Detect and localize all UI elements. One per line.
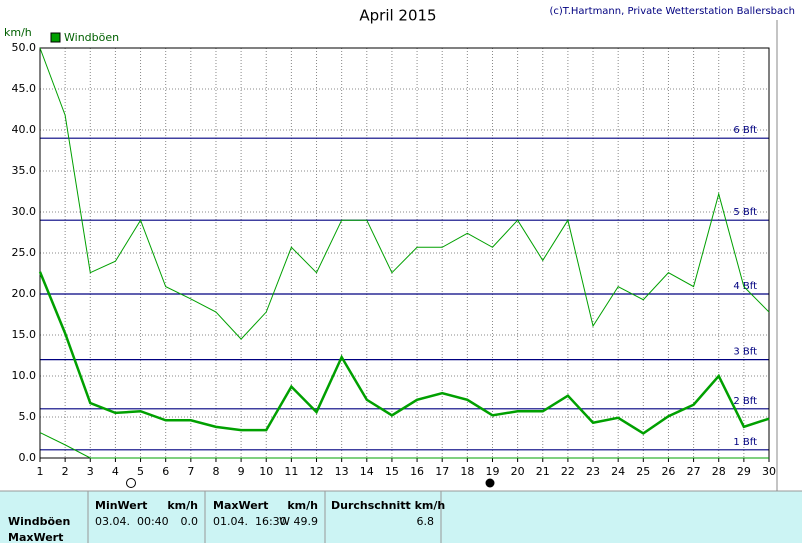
y-tick-label: 0.0: [19, 451, 37, 464]
x-tick-label: 2: [62, 465, 69, 478]
x-tick-label: 27: [687, 465, 701, 478]
x-tick-label: 3: [87, 465, 94, 478]
table-header: km/h: [167, 499, 198, 512]
y-tick-label: 20.0: [12, 287, 37, 300]
x-tick-label: 9: [238, 465, 245, 478]
table-header: Durchschnitt km/h: [331, 499, 445, 512]
x-tick-label: 5: [137, 465, 144, 478]
x-tick-label: 17: [435, 465, 449, 478]
credit: (c)T.Hartmann, Private Wetterstation Bal…: [549, 6, 795, 17]
y-tick-label: 30.0: [12, 205, 37, 218]
bft-label: 2 Bft: [733, 396, 757, 407]
y-axis-label: km/h: [4, 26, 32, 39]
cell: 01.04. 16:30: [213, 515, 287, 528]
min-line: [39, 432, 769, 459]
cell: 0.0: [181, 515, 199, 528]
x-tick-label: 11: [284, 465, 298, 478]
y-tick-label: 5.0: [19, 410, 37, 423]
x-tick-label: 16: [410, 465, 424, 478]
series-line: [38, 271, 770, 435]
bft-label: 1 Bft: [733, 437, 757, 448]
legend-swatch: [50, 32, 61, 43]
y-tick-label: 15.0: [12, 328, 37, 341]
table-background: [0, 491, 802, 543]
y-tick-label: 10.0: [12, 369, 37, 382]
cell: 6.8: [417, 515, 435, 528]
x-tick-label: 24: [611, 465, 625, 478]
max-line: [39, 47, 770, 340]
moon-new: [485, 478, 495, 488]
x-tick-label: 22: [561, 465, 575, 478]
x-tick-label: 21: [536, 465, 550, 478]
legend-label: Windböen: [64, 31, 119, 44]
x-tick-label: 30: [762, 465, 776, 478]
table-header: km/h: [287, 499, 318, 512]
x-tick-label: 4: [112, 465, 119, 478]
bft-label: 5 Bft: [733, 207, 757, 218]
x-tick-label: 15: [385, 465, 399, 478]
x-tick-label: 6: [162, 465, 169, 478]
x-tick-label: 29: [737, 465, 751, 478]
y-tick-label: 25.0: [12, 246, 37, 259]
x-tick-label: 12: [310, 465, 324, 478]
x-tick-label: 8: [212, 465, 219, 478]
chart-title: April 2015: [359, 7, 436, 25]
y-tick-label: 45.0: [12, 82, 37, 95]
x-tick-label: 28: [712, 465, 726, 478]
y-tick-label: 50.0: [12, 41, 37, 54]
x-tick-label: 14: [360, 465, 374, 478]
x-tick-label: 1: [37, 465, 44, 478]
y-tick-label: 40.0: [12, 123, 37, 136]
moon-full: [126, 478, 136, 488]
x-tick-label: 20: [511, 465, 525, 478]
bft-label: 6 Bft: [733, 125, 757, 136]
x-tick-label: 13: [335, 465, 349, 478]
table-header: MinWert: [95, 499, 147, 512]
table-header: MaxWert: [213, 499, 268, 512]
row-label: Windböen: [8, 515, 70, 528]
cell: 03.04. 00:40: [95, 515, 169, 528]
x-tick-label: 19: [485, 465, 499, 478]
bft-label: 3 Bft: [733, 347, 757, 358]
y-tick-label: 35.0: [12, 164, 37, 177]
x-tick-label: 23: [586, 465, 600, 478]
x-tick-label: 7: [187, 465, 194, 478]
x-tick-label: 18: [460, 465, 474, 478]
x-tick-label: 25: [636, 465, 650, 478]
x-tick-label: 26: [661, 465, 675, 478]
x-tick-label: 10: [259, 465, 273, 478]
cell: W 49.9: [279, 515, 318, 528]
row-label: MaxWert: [8, 531, 63, 543]
bft-label: 4 Bft: [733, 281, 757, 292]
